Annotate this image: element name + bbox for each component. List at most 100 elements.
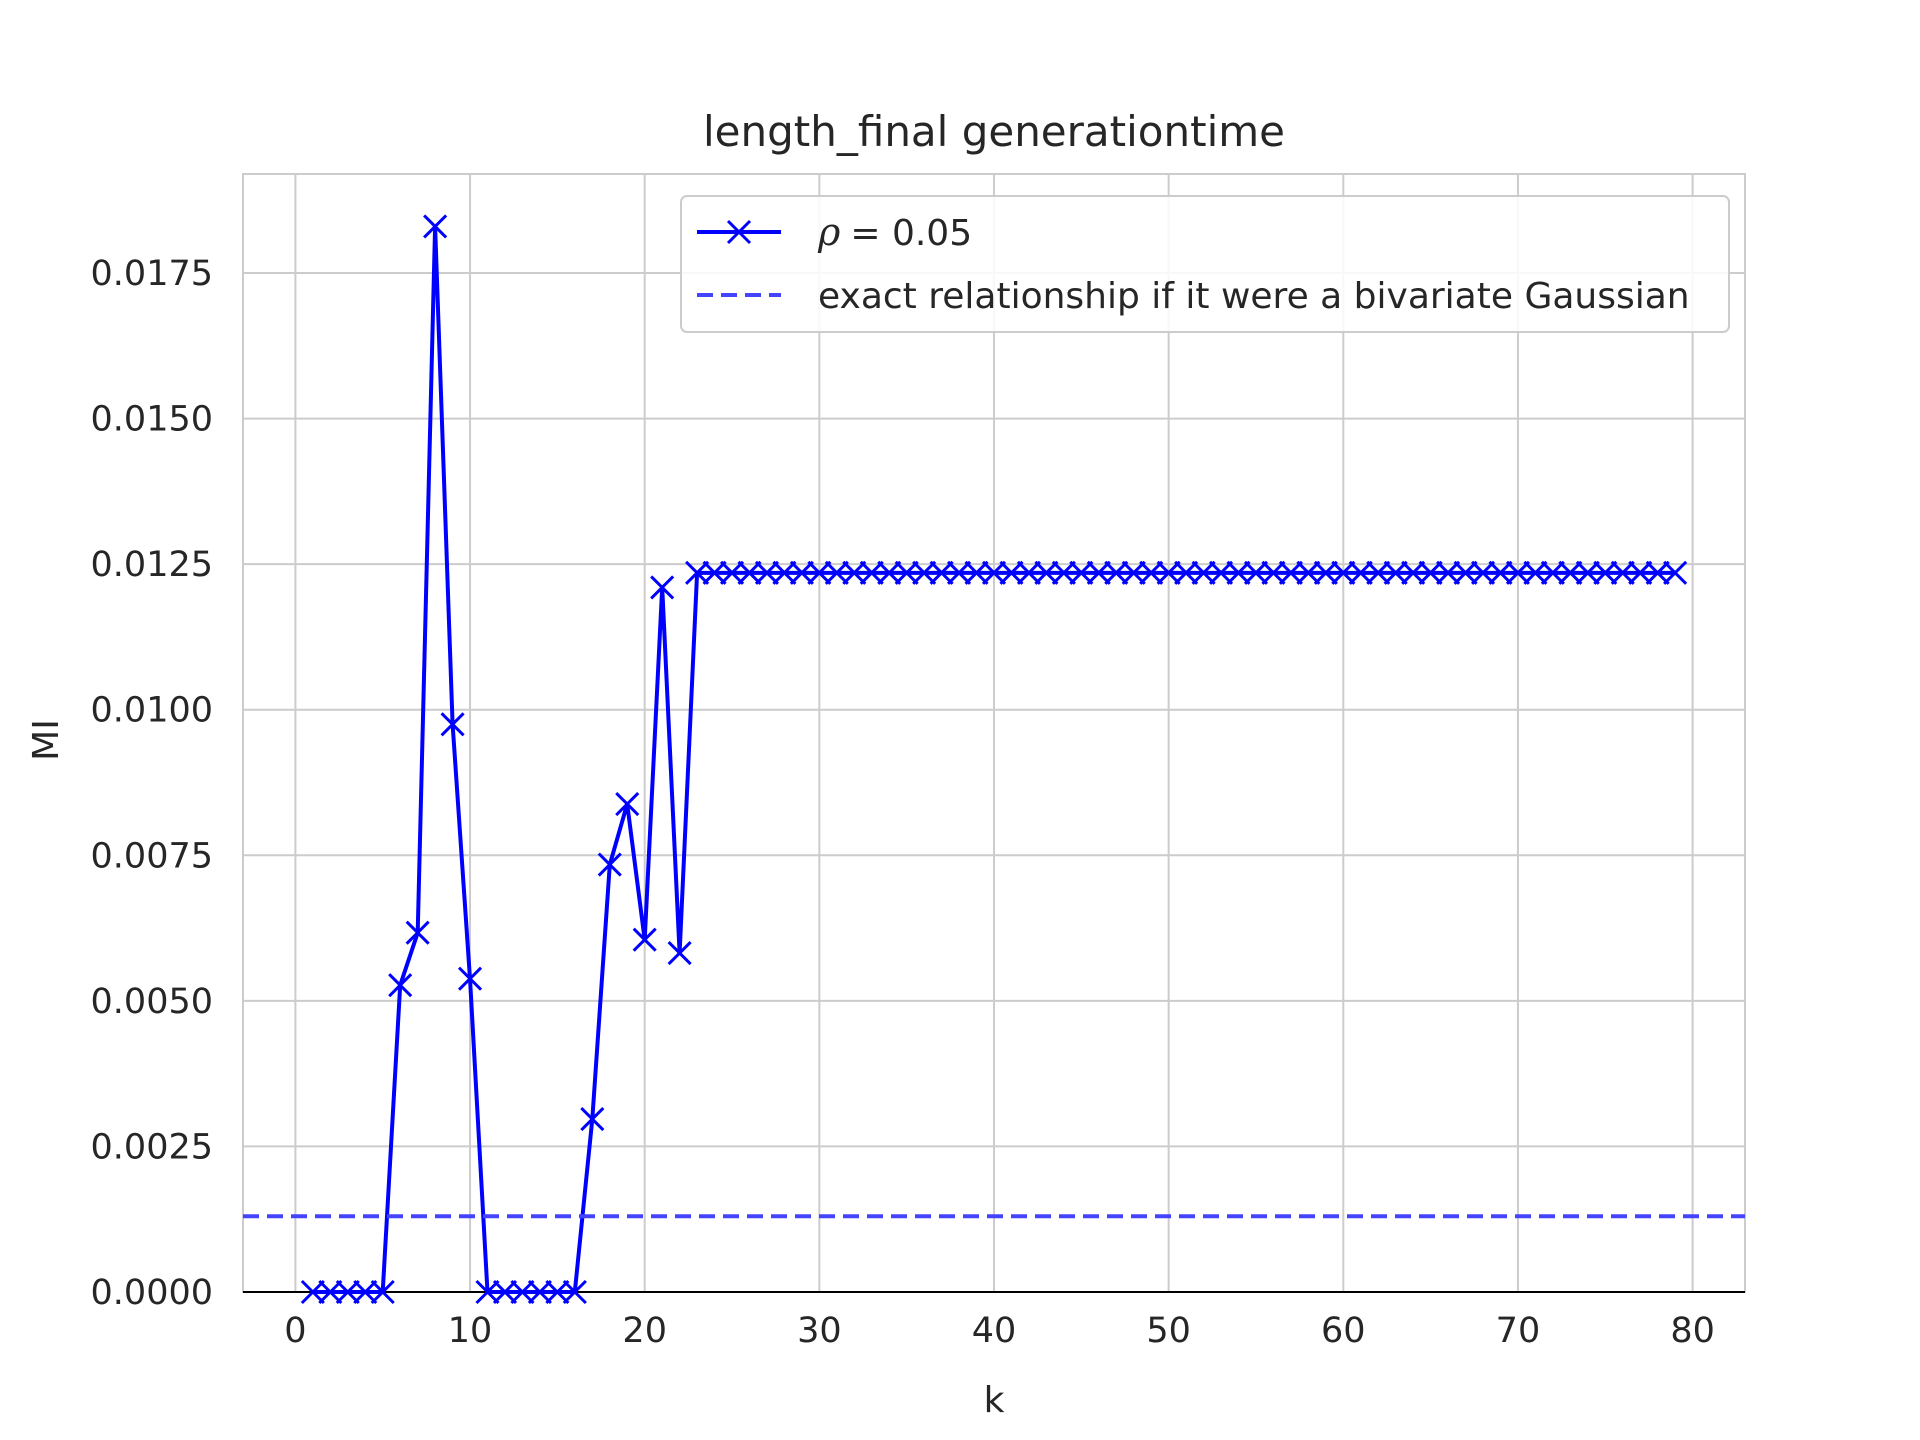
marker-stroke [405,920,430,945]
data-point-marker [475,1279,500,1305]
marker-stroke [545,1279,570,1305]
data-point-marker [457,966,483,991]
marker-stroke [1436,560,1461,585]
marker-stroke [1226,560,1251,585]
marker-stroke [1523,560,1548,585]
marker-stroke [440,712,465,737]
x-tick-label: 70 [1496,1311,1541,1351]
marker-stroke [685,560,710,585]
marker-stroke [1418,560,1443,585]
legend: ρ = 0.05 exact relationship if it were a … [680,195,1730,333]
x-tick-label: 50 [1146,1311,1191,1351]
y-tick-label: 0.0050 [91,982,213,1022]
data-point-marker [999,560,1024,585]
marker-stroke [615,791,640,817]
marker-stroke [1401,560,1426,585]
data-point-marker [964,560,989,585]
y-tick-labels: 0.0000 0.0025 0.0050 0.0075 0.0100 0.0125 0.01… [91,254,213,1313]
data-point-marker [1663,560,1688,585]
legend-marker-icon [726,219,752,245]
marker-stroke [1208,560,1234,585]
marker-stroke [1383,560,1408,585]
data-point-marker [702,560,727,585]
data-point-marker [1208,560,1234,585]
marker-stroke [1296,560,1321,585]
data-point-marker [1139,560,1164,585]
marker-stroke [1313,560,1338,585]
marker-stroke [912,560,937,585]
data-point-marker [1104,560,1129,585]
data-series [243,214,1745,1305]
marker-stroke [562,1279,587,1305]
marker-stroke [492,1279,518,1305]
x-tick-labels: 0 10 20 30 40 50 60 70 80 [284,1311,1715,1351]
data-point-marker [1540,560,1565,585]
data-point-marker [1488,560,1513,585]
data-point-marker [789,560,814,585]
data-point-marker [1278,560,1303,585]
marker-stroke [1663,560,1688,585]
data-point-marker [894,560,919,585]
data-point-marker [1645,560,1670,585]
marker-stroke [981,560,1007,585]
marker-stroke [964,560,989,585]
data-point-marker [807,560,832,585]
marker-stroke [1278,560,1303,585]
marker-stroke [1016,560,1041,585]
data-point-marker [754,560,780,585]
marker-stroke [1540,560,1565,585]
marker-stroke [650,575,675,600]
data-point-marker [1156,560,1181,585]
data-point-marker [440,712,465,737]
data-point-marker [423,214,448,239]
marker-stroke [353,1279,378,1305]
marker-stroke [842,560,867,585]
marker-stroke [527,1279,552,1305]
data-point-marker [1418,560,1443,585]
data-point-marker [1069,560,1094,585]
y-tick-label: 0.0000 [91,1273,213,1313]
data-point-marker [492,1279,518,1305]
y-tick-label: 0.0075 [91,836,213,876]
data-point-marker [685,560,710,585]
marker-stroke [1453,560,1478,585]
marker-stroke [1261,560,1286,585]
marker-stroke [1505,560,1531,585]
marker-stroke [1051,560,1076,585]
data-point-marker [1523,560,1548,585]
marker-stroke [929,560,954,585]
x-tick-label: 20 [622,1311,667,1351]
marker-stroke [824,560,849,585]
data-point-marker [335,1279,360,1305]
data-point-marker [1610,560,1635,585]
data-point-marker [1016,560,1041,585]
marker-stroke [1139,560,1164,585]
data-point-marker [1436,560,1461,585]
legend-rho-value: = 0.05 [850,213,972,254]
data-point-marker [1383,560,1408,585]
data-point-marker [981,560,1007,585]
data-point-marker [1051,560,1076,585]
data-point-marker [1348,560,1373,585]
x-tick-label: 80 [1670,1311,1715,1351]
marker-stroke [1470,560,1496,585]
data-point-marker [370,1279,395,1305]
data-point-marker [632,927,657,952]
data-point-marker [580,1106,605,1132]
data-point-marker [562,1279,587,1305]
marker-stroke [754,560,780,585]
marker-stroke [300,1279,325,1305]
x-tick-label: 10 [448,1311,493,1351]
marker-stroke [1104,560,1129,585]
data-point-marker [353,1279,378,1305]
marker-stroke [1610,560,1635,585]
legend-rho-symbol: ρ [817,210,841,254]
data-point-marker [597,852,622,877]
marker-stroke [1191,560,1216,585]
marker-stroke [475,1279,500,1305]
data-point-marker [1331,560,1356,585]
data-point-marker [405,920,430,945]
y-tick-label: 0.0175 [91,254,213,294]
y-tick-label: 0.0025 [91,1127,213,1167]
